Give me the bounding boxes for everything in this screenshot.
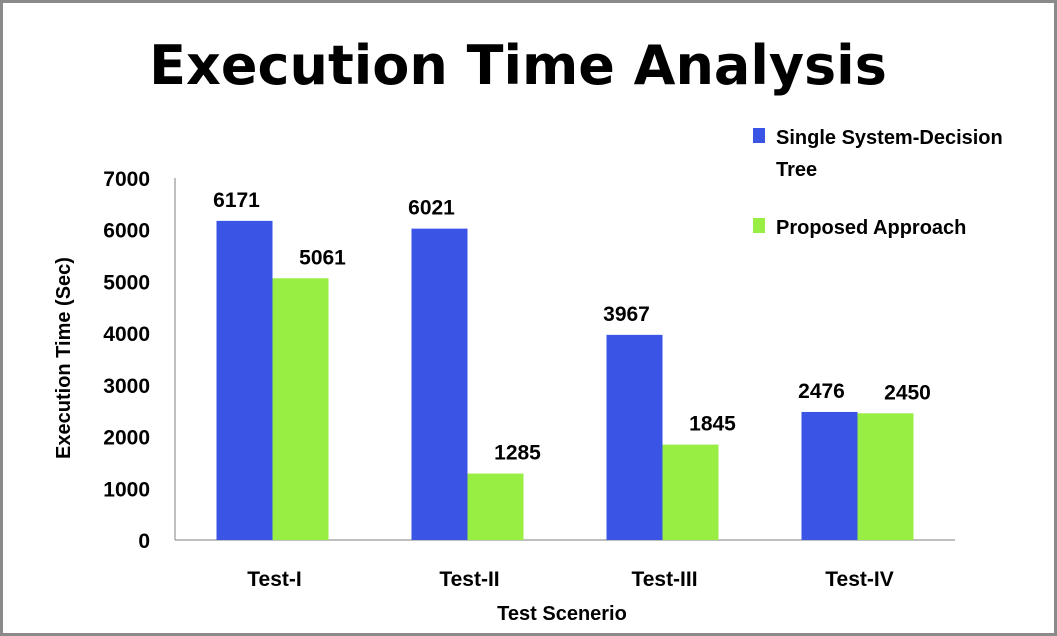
y-tick-label: 1000: [103, 478, 150, 501]
data-label: 5061: [299, 246, 346, 269]
x-tick-label: Test-I: [247, 568, 301, 591]
y-tick-label: 2000: [103, 427, 150, 450]
data-label: 6021: [408, 197, 455, 220]
legend: Single System-Decision Tree Proposed Appro…: [753, 127, 1003, 239]
x-tick-labels: Test-I Test-II Test-III Test-IV: [247, 568, 893, 591]
x-tick-label: Test-II: [439, 568, 499, 591]
legend-swatch: [753, 128, 765, 143]
x-tick-label: Test-IV: [825, 568, 893, 591]
data-label: 3967: [603, 303, 650, 326]
legend-label: Single System-Decision: [776, 127, 1003, 149]
y-tick-label: 4000: [103, 323, 150, 346]
y-tick-label: 6000: [103, 220, 150, 243]
bars: [216, 220, 914, 540]
bar-single-system-test-ii: [411, 228, 468, 540]
y-axis-title: Execution Time (Sec): [53, 257, 75, 459]
legend-swatch: [753, 218, 765, 233]
bar-single-system-test-iv: [801, 411, 858, 540]
y-tick-label: 3000: [103, 375, 150, 398]
data-label: 1845: [689, 413, 736, 436]
y-tick-label: 5000: [103, 271, 150, 294]
data-label: 1285: [494, 442, 541, 465]
legend-label: Proposed Approach: [776, 217, 966, 239]
x-tick-label: Test-III: [631, 568, 697, 591]
y-tick-labels: 0 1000 2000 3000 4000 5000 6000 7000: [103, 168, 150, 553]
y-tick-label: 7000: [103, 168, 150, 191]
data-label: 2450: [884, 381, 931, 404]
data-label: 2476: [798, 380, 845, 403]
bar-proposed-test-iv: [857, 413, 914, 540]
legend-label: Tree: [776, 159, 817, 181]
bar-single-system-test-i: [216, 220, 273, 540]
x-axis-title: Test Scenerio: [497, 603, 627, 625]
bar-proposed-test-iii: [662, 444, 719, 540]
bar-proposed-test-ii: [467, 473, 524, 540]
y-tick-label: 0: [138, 530, 150, 553]
chart-title: Execution Time Analysis: [149, 34, 887, 97]
data-labels: 6171 5061 6021 1285 3967 1845 2476 2450: [213, 189, 931, 465]
data-label: 6171: [213, 189, 260, 212]
bar-single-system-test-iii: [606, 334, 663, 540]
bar-proposed-test-i: [272, 278, 329, 540]
